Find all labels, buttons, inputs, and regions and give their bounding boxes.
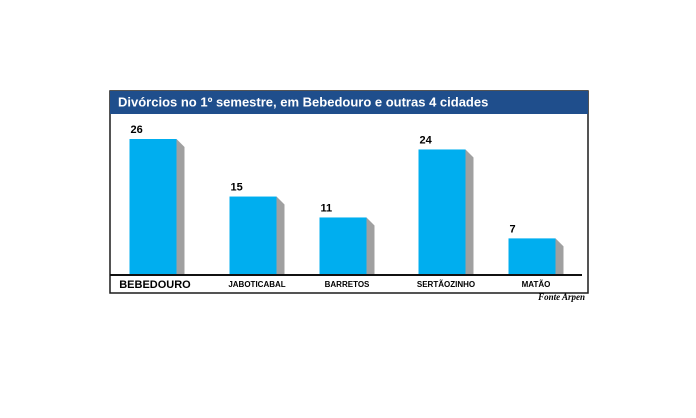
chart-title: Divórcios no 1º semestre, em Bebedouro e… [118,94,488,109]
bar [319,217,367,275]
value-label: 26 [131,124,143,136]
x-tick-label: SERTÃOZINHO [417,280,475,289]
bar-side [176,139,185,275]
title-band [110,91,588,114]
bar-side [465,149,474,275]
x-tick-label: JABOTICABAL [228,280,285,289]
bar [129,139,177,275]
bar-side [555,238,564,275]
x-tick-label: BARRETOS [325,280,370,289]
bar [508,238,556,275]
value-label: 11 [321,202,333,214]
value-label: 15 [231,181,243,193]
x-tick-label: BEBEDOURO [119,279,191,291]
value-label: 24 [420,134,433,146]
value-label: 7 [510,223,516,235]
bar-side [366,217,375,275]
bar [418,149,466,275]
bar-side [276,196,285,275]
bar [229,196,277,275]
x-tick-label: MATÃO [522,280,551,289]
source-note: Fonte Arpen [537,292,585,302]
